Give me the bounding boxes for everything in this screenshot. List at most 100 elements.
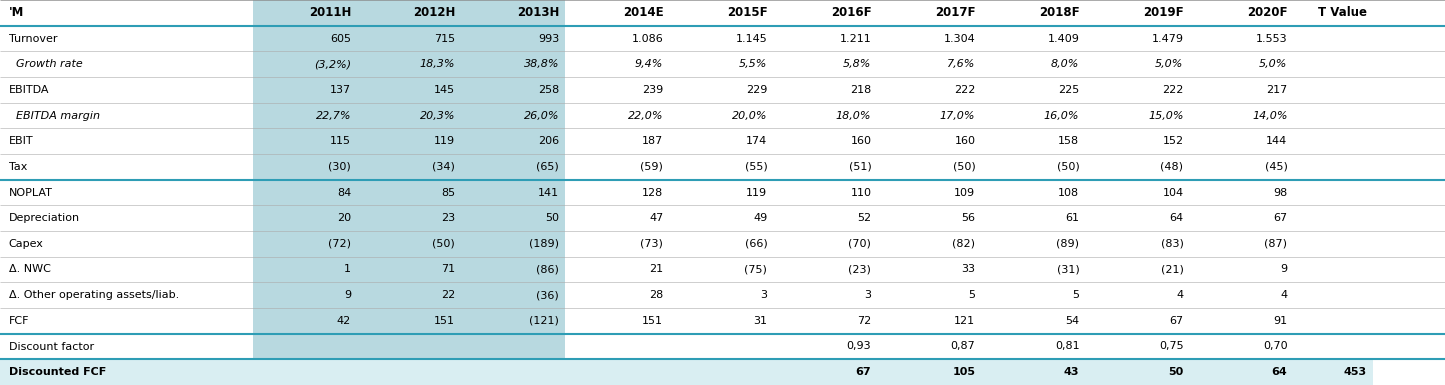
Text: 1.304: 1.304	[944, 33, 975, 44]
Text: 0,93: 0,93	[847, 341, 871, 352]
Bar	[1085, 128, 1189, 154]
Text: 110: 110	[850, 187, 871, 198]
Bar	[565, 51, 669, 77]
Text: 3: 3	[760, 290, 767, 300]
Bar	[1293, 231, 1373, 257]
Text: 31: 31	[753, 316, 767, 326]
Bar	[0, 359, 253, 385]
Bar	[877, 103, 981, 128]
Text: 141: 141	[538, 187, 559, 198]
Text: 43: 43	[1064, 367, 1079, 377]
Text: 8,0%: 8,0%	[1051, 59, 1079, 69]
Text: EBIT: EBIT	[9, 136, 33, 146]
Bar	[357, 282, 461, 308]
Bar	[877, 231, 981, 257]
Text: 5,0%: 5,0%	[1155, 59, 1183, 69]
Text: 5,8%: 5,8%	[842, 59, 871, 69]
Text: 'M: 'M	[9, 6, 25, 19]
Text: FCF: FCF	[9, 316, 29, 326]
Text: 144: 144	[1266, 136, 1287, 146]
Bar	[357, 359, 461, 385]
Bar	[981, 231, 1085, 257]
Text: (73): (73)	[640, 239, 663, 249]
Bar	[877, 77, 981, 103]
Bar	[773, 77, 877, 103]
Bar	[565, 128, 669, 154]
Text: (59): (59)	[640, 162, 663, 172]
Bar	[357, 257, 461, 282]
Text: (189): (189)	[529, 239, 559, 249]
Bar	[0, 154, 253, 180]
Bar	[773, 359, 877, 385]
Bar	[981, 205, 1085, 231]
Text: 229: 229	[746, 85, 767, 95]
Bar	[1189, 257, 1293, 282]
Text: 1.145: 1.145	[736, 33, 767, 44]
Text: (65): (65)	[536, 162, 559, 172]
Text: 3: 3	[864, 290, 871, 300]
Text: 993: 993	[538, 33, 559, 44]
Text: 0,87: 0,87	[951, 341, 975, 352]
Text: (50): (50)	[1056, 162, 1079, 172]
Text: (55): (55)	[744, 162, 767, 172]
Bar	[1085, 282, 1189, 308]
Text: 2012H: 2012H	[413, 6, 455, 19]
Bar	[773, 231, 877, 257]
Text: T Value: T Value	[1318, 6, 1367, 19]
Bar	[0, 103, 253, 128]
Text: 104: 104	[1162, 187, 1183, 198]
Bar	[1085, 205, 1189, 231]
Bar	[877, 0, 981, 26]
Bar	[981, 26, 1085, 51]
Text: 160: 160	[954, 136, 975, 146]
Bar	[1189, 77, 1293, 103]
Text: 20,3%: 20,3%	[419, 110, 455, 121]
Bar	[253, 26, 357, 51]
Text: 218: 218	[850, 85, 871, 95]
Text: 9: 9	[344, 290, 351, 300]
Bar	[357, 26, 461, 51]
Text: 108: 108	[1058, 187, 1079, 198]
Bar	[1085, 334, 1189, 359]
Bar	[773, 282, 877, 308]
Text: (50): (50)	[952, 162, 975, 172]
Bar	[1293, 0, 1373, 26]
Text: 121: 121	[954, 316, 975, 326]
Bar	[461, 282, 565, 308]
Bar	[773, 26, 877, 51]
Bar	[0, 180, 253, 205]
Bar	[565, 359, 669, 385]
Bar	[877, 180, 981, 205]
Bar	[253, 154, 357, 180]
Bar	[1189, 51, 1293, 77]
Text: 258: 258	[538, 85, 559, 95]
Bar	[877, 51, 981, 77]
Text: Discounted FCF: Discounted FCF	[9, 367, 105, 377]
Text: 174: 174	[746, 136, 767, 146]
Text: 50: 50	[1168, 367, 1183, 377]
Bar	[773, 128, 877, 154]
Bar	[461, 0, 565, 26]
Text: 16,0%: 16,0%	[1043, 110, 1079, 121]
Bar	[357, 51, 461, 77]
Bar	[565, 77, 669, 103]
Bar	[0, 77, 253, 103]
Text: 1.211: 1.211	[840, 33, 871, 44]
Bar	[981, 154, 1085, 180]
Bar	[461, 103, 565, 128]
Text: 67: 67	[1273, 213, 1287, 223]
Bar	[1085, 308, 1189, 334]
Bar	[461, 359, 565, 385]
Bar	[1189, 0, 1293, 26]
Bar	[669, 0, 773, 26]
Bar	[877, 205, 981, 231]
Text: 5: 5	[1072, 290, 1079, 300]
Bar	[1189, 334, 1293, 359]
Bar	[565, 154, 669, 180]
Bar	[981, 257, 1085, 282]
Text: (86): (86)	[536, 264, 559, 275]
Bar	[253, 128, 357, 154]
Text: EBITDA margin: EBITDA margin	[9, 110, 100, 121]
Text: 33: 33	[961, 264, 975, 275]
Text: 47: 47	[649, 213, 663, 223]
